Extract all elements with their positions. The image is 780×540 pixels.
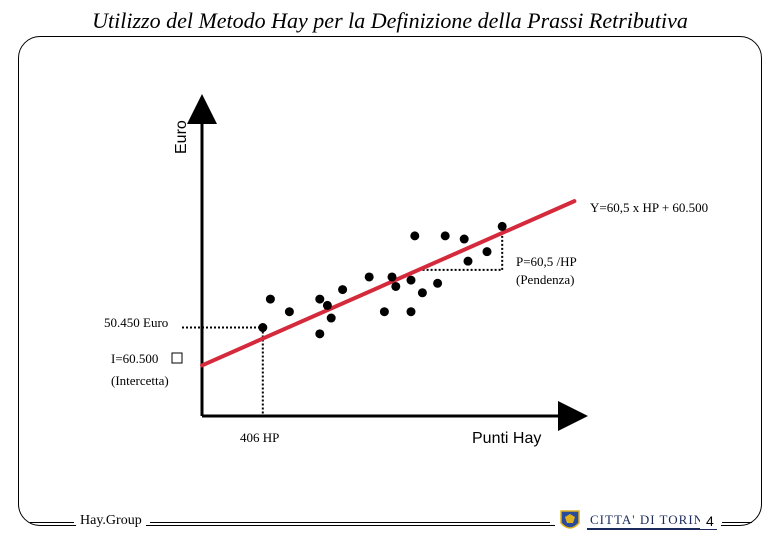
intercept-box-icon: [171, 352, 183, 364]
city-name: CITTA' DI TORINO: [587, 512, 718, 530]
data-point: [433, 278, 443, 288]
x-marker-label: 406 HP: [240, 430, 279, 445]
footer-line-end: [722, 522, 752, 523]
footer-line-left: [30, 522, 74, 523]
page-number: 4: [700, 513, 720, 529]
guide-lines: [182, 232, 504, 416]
data-points: [258, 221, 507, 339]
intercept-label-line1: I=60.500: [111, 351, 158, 366]
footer-brand: Hay.Group: [76, 513, 146, 529]
intercept-label-line2: (Intercetta): [111, 373, 169, 388]
slope-label-line1: P=60,5 /HP: [516, 254, 577, 269]
data-point: [322, 300, 332, 310]
data-point: [315, 329, 325, 339]
data-point: [410, 231, 420, 241]
data-point: [379, 307, 389, 317]
data-point: [406, 307, 416, 317]
data-point: [406, 275, 416, 285]
data-point: [387, 272, 397, 282]
data-point: [440, 231, 450, 241]
footer-logo: CITTA' DI TORINO: [555, 508, 722, 534]
data-point: [391, 281, 401, 291]
data-point: [497, 221, 507, 231]
data-point: [482, 247, 492, 257]
footer-line-middle: [150, 522, 550, 523]
regression-line: [200, 199, 577, 368]
x-axis-label: Punti Hay: [472, 430, 541, 447]
data-point: [265, 294, 275, 304]
data-point: [315, 294, 325, 304]
data-point: [364, 272, 374, 282]
slide-frame: [18, 36, 762, 526]
regression-equation: Y=60,5 x HP + 60.500: [590, 200, 708, 215]
city-crest-icon: [560, 510, 580, 529]
data-point: [326, 313, 336, 323]
data-point: [258, 323, 268, 333]
slide-title: Utilizzo del Metodo Hay per la Definizio…: [92, 8, 688, 33]
y-axis-label: Euro: [173, 120, 190, 154]
slope-label-line2: (Pendenza): [516, 272, 574, 287]
data-point: [459, 234, 469, 244]
data-point: [284, 307, 294, 317]
data-point: [463, 256, 473, 266]
data-point: [417, 288, 427, 298]
y-marker-label: 50.450 Euro: [104, 315, 168, 330]
data-point: [338, 285, 348, 295]
